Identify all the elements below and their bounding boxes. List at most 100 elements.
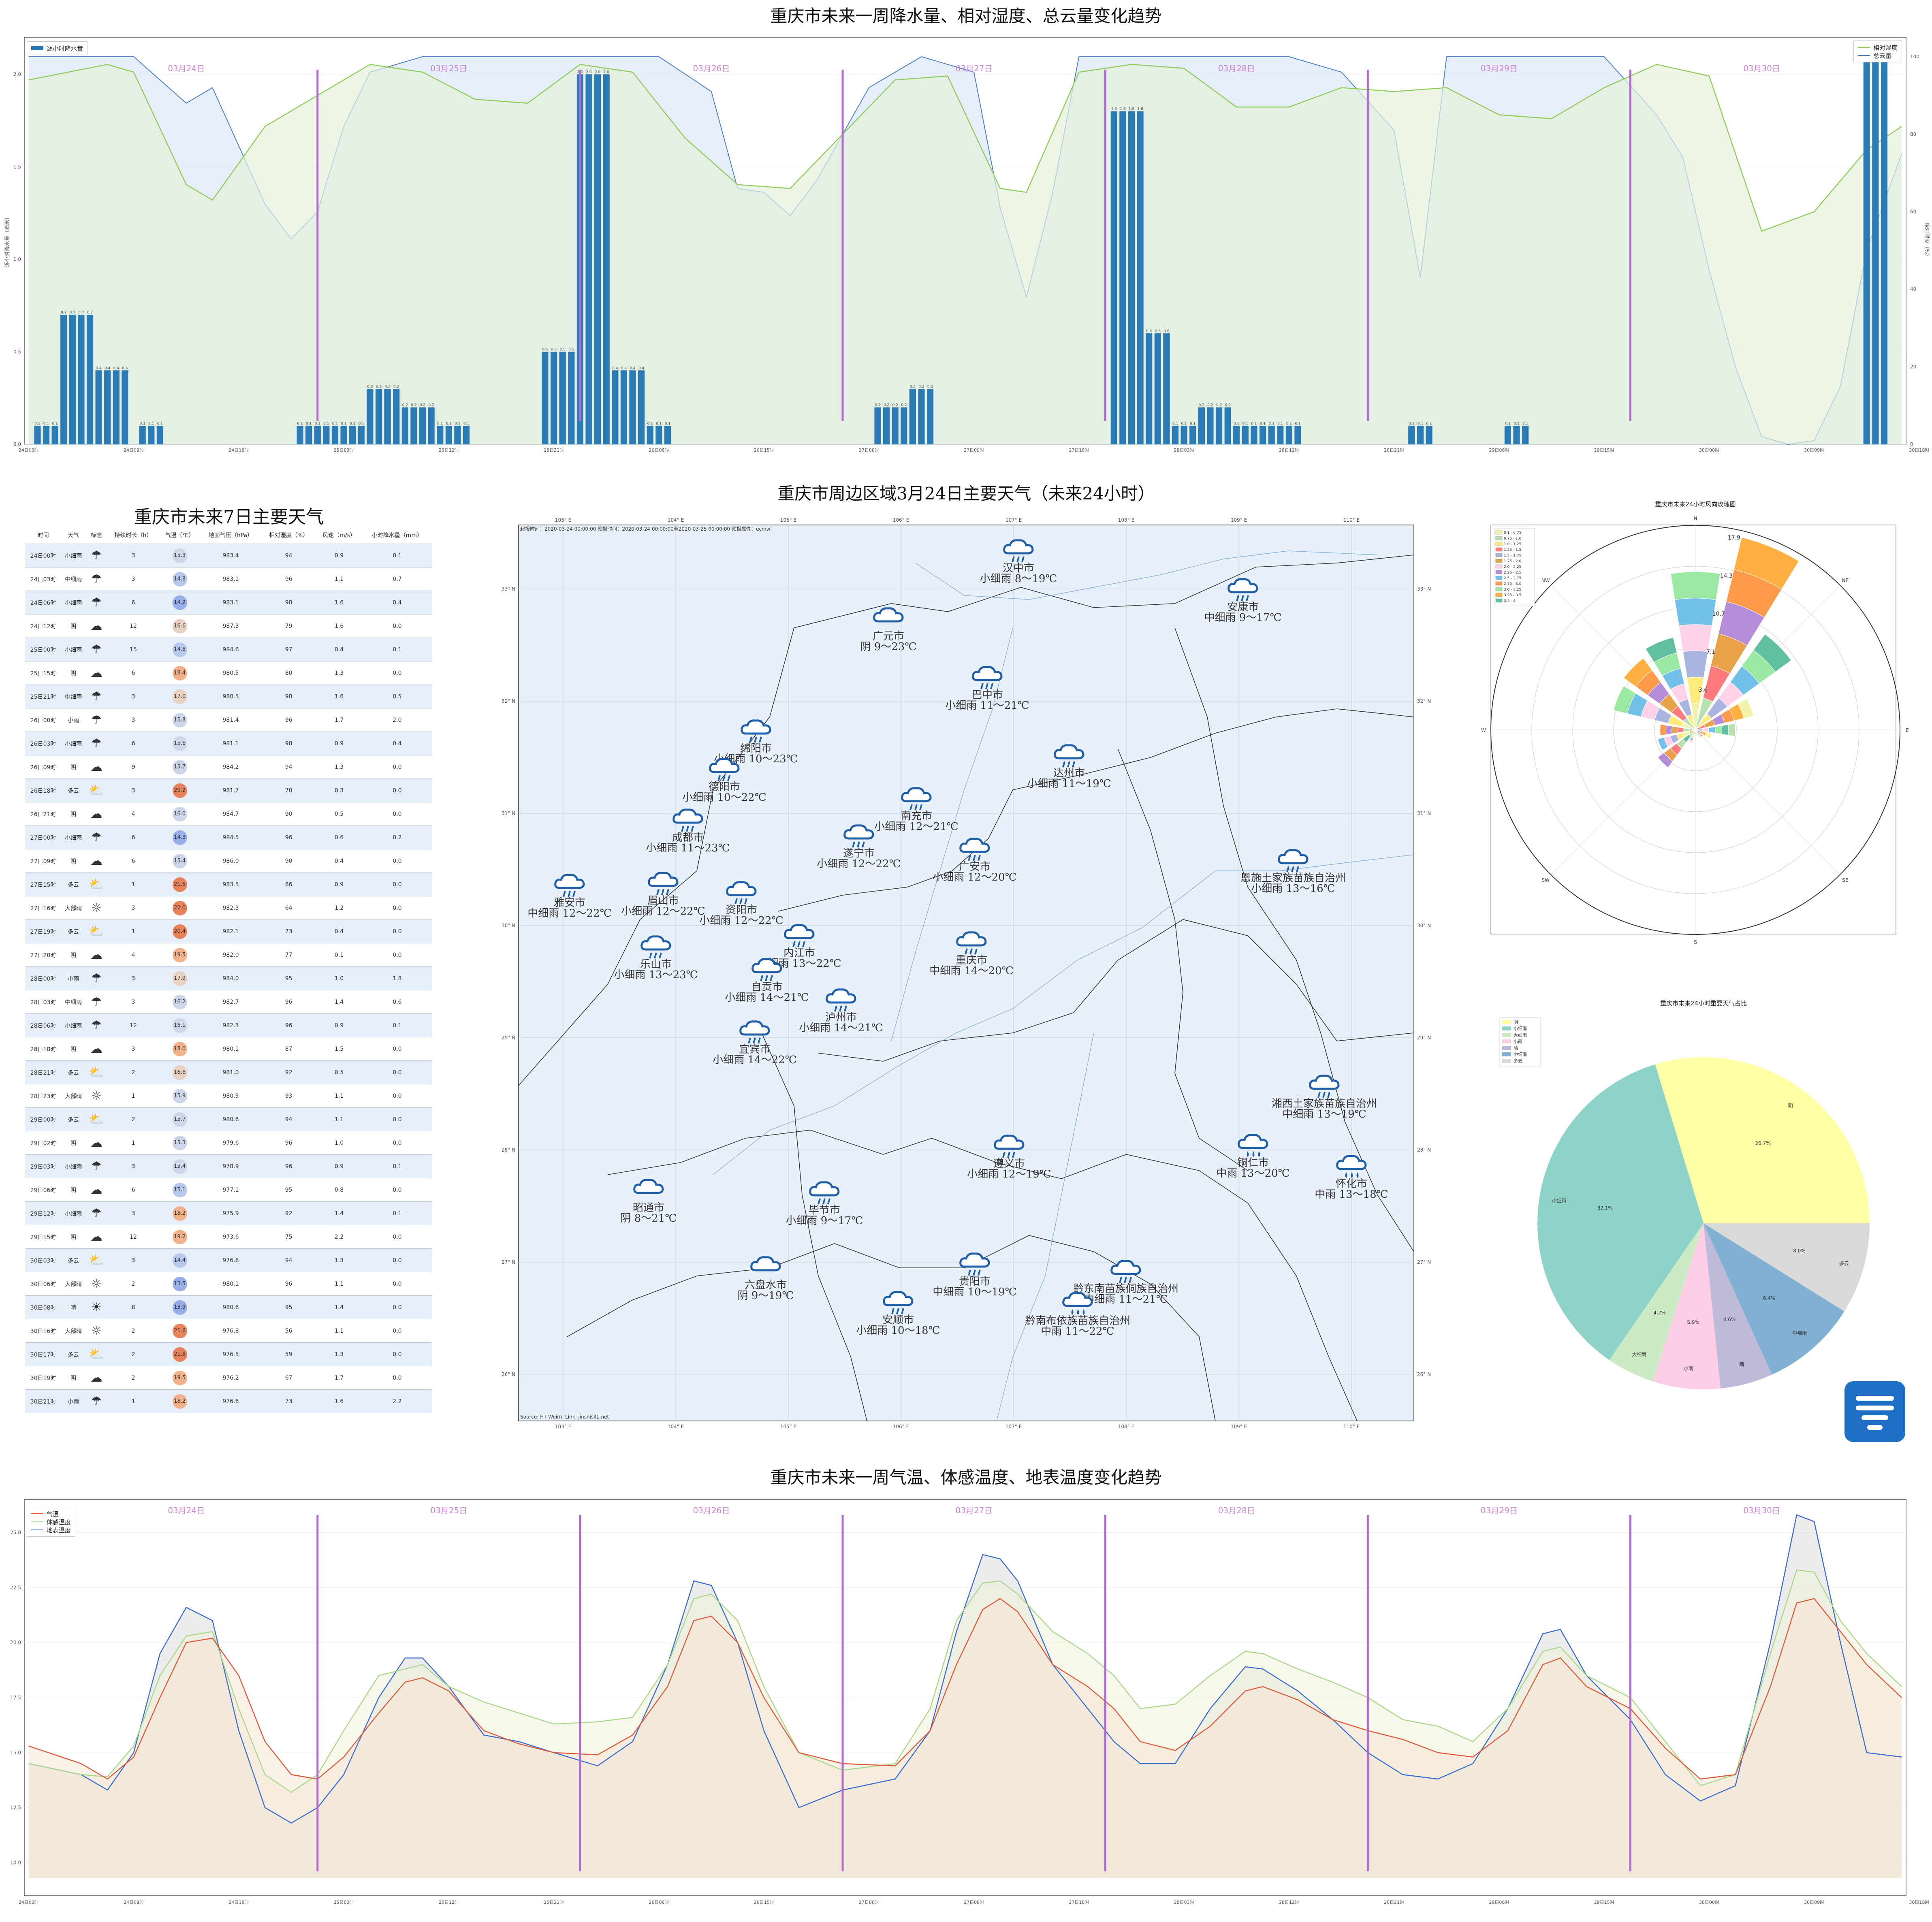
temperature-badge: 16.6 — [172, 1065, 187, 1080]
city-label: 自贡市 小细雨 14～21℃ — [686, 982, 848, 1003]
rain-bar-label: 0.1 — [350, 422, 355, 426]
drizzle-stroke — [1322, 1092, 1326, 1098]
table-cell: 0.0 — [362, 943, 432, 967]
rain-bar — [384, 388, 391, 444]
table-cell: 94 — [261, 1248, 316, 1272]
weather-condition-icon: ☂ — [91, 713, 102, 727]
table-cell: 2 — [107, 1272, 160, 1296]
date-label: 03月30日 — [1743, 1506, 1780, 1515]
table-row: 28日00时 小雨 ☂ 3 17.9 984.0 95 1.0 1.8 — [25, 966, 432, 990]
table-cell: 95 — [261, 966, 316, 990]
date-label: 03月25日 — [430, 64, 467, 73]
map-lat-tick: 33° N — [502, 586, 515, 592]
rain-bar — [95, 370, 102, 444]
weather-table-header-cell: 相对湿度（%） — [269, 532, 309, 539]
temperature-cell: 18.4 — [159, 661, 200, 685]
cloud-shape — [784, 924, 815, 939]
map-lat-tick: 27° N — [502, 1259, 515, 1265]
temperature-badge: 20.4 — [172, 924, 187, 939]
table-cell: 25日21时 — [25, 685, 62, 708]
rain-bar-label: 0.1 — [437, 422, 443, 426]
temp-legend-label: 气温 — [47, 1510, 59, 1518]
city-label: 成都市 小细雨 11～23℃ — [607, 832, 769, 853]
temperature-badge: 19.2 — [172, 1229, 187, 1244]
drizzle-stroke — [968, 855, 971, 861]
table-cell: 29日15时 — [25, 1225, 62, 1249]
rain-bar-label: 0.4 — [105, 366, 111, 370]
drizzle-stroke — [734, 898, 738, 904]
temperature-cell: 14.2 — [159, 591, 200, 614]
rain-bar-label: 0.2 — [411, 403, 416, 407]
rain-bar-label: 0.1 — [1426, 422, 1432, 426]
city-forecast: 中细雨 11～21℃ — [1084, 1293, 1168, 1306]
rain-bar — [1128, 111, 1135, 444]
rose-wedge — [1665, 725, 1673, 735]
cloud-shape — [843, 824, 874, 840]
table-cell: 30日21时 — [25, 1389, 62, 1413]
rain-bar-label: 0.3 — [927, 385, 933, 389]
temperature-badge: 15.1 — [172, 1182, 187, 1197]
date-label: 03月27日 — [956, 1506, 993, 1515]
bottom-x-tick: 28日03时 — [1174, 1900, 1194, 1905]
drizzle-stroke — [822, 1198, 826, 1205]
rain-bar — [594, 74, 601, 444]
table-cell: 28日18时 — [25, 1037, 62, 1061]
table-cell: 0.4 — [316, 638, 362, 661]
bottom-y-tick: 15.0 — [10, 1750, 21, 1756]
weather-table-header-cell: 气温（℃） — [165, 532, 194, 539]
rose-wedge — [1708, 726, 1716, 734]
drizzle-stroke — [1016, 556, 1020, 563]
city-forecast: 小细雨 9～17℃ — [786, 1215, 863, 1227]
pie-slice-percent: 8.0% — [1793, 1248, 1806, 1254]
table-cell: 0.9 — [316, 872, 362, 896]
city-name: 自贡市 — [751, 981, 783, 993]
city-label: 遵义市 小细雨 12～19℃ — [928, 1158, 1090, 1180]
rain-bar — [550, 352, 557, 444]
date-label: 03月25日 — [430, 1506, 467, 1515]
drizzle-stroke — [857, 841, 860, 848]
table-row: 27日09时阴 ☁ 6 15.4 986.0 90 0.4 0.0 — [25, 849, 432, 873]
temperature-cell: 13.5 — [159, 1272, 200, 1296]
table-cell: 小细雨 — [61, 1201, 86, 1225]
rain-bar — [585, 74, 592, 444]
map-lat-tick: 29° N — [502, 1035, 515, 1041]
table-cell: 多云 — [61, 1060, 86, 1084]
map-lat-tick: 28° N — [1417, 1147, 1431, 1153]
date-label: 03月26日 — [693, 1506, 730, 1515]
table-cell: 94 — [261, 544, 316, 567]
rain-bar — [874, 407, 881, 444]
date-label: 03月30日 — [1743, 64, 1780, 73]
temperature-cell: 14.4 — [159, 1248, 200, 1272]
map-lon-tick: 110° E — [1343, 517, 1360, 523]
weather-icon-cell: ☂ — [85, 638, 107, 661]
weather-icon-cell: ☂ — [85, 544, 107, 567]
weather-icon-cell: ☂ — [85, 685, 107, 708]
table-cell: 多云 — [61, 1248, 86, 1272]
top-x-tick: 25日12时 — [439, 448, 459, 453]
top-left-tick: 2.0 — [13, 71, 21, 77]
weather-icon-cell: ☂ — [85, 708, 107, 732]
rain-bar — [349, 426, 356, 444]
table-cell: 多云 — [61, 1342, 86, 1366]
table-cell: 96 — [261, 708, 316, 732]
city-label: 安康市 中细雨 9～17℃ — [1162, 602, 1324, 623]
rain-bar-label: 2.0 — [595, 70, 601, 74]
cloud-legend-label: 总云量 — [1873, 52, 1892, 60]
bottom-x-tick: 28日12时 — [1279, 1900, 1299, 1905]
weather-condition-icon: ☁ — [90, 1042, 102, 1056]
rose-wedge — [1670, 572, 1721, 600]
drizzle-stroke — [901, 1308, 904, 1314]
rain-bar — [1110, 111, 1117, 444]
weather-condition-icon: ☁ — [90, 854, 102, 868]
table-row: 30日17时 多云 ⛅ 2 21.8 976.5 59 1.3 0.0 — [25, 1342, 432, 1366]
logo-lines-icon — [1856, 1396, 1894, 1430]
weather-icon-cell: ☁ — [85, 755, 107, 779]
rain-bar — [463, 426, 470, 444]
rose-legend-label: 1.25 - 1.5 — [1504, 548, 1521, 552]
table-row: 30日21时 小雨 ☂ 1 18.2 976.6 73 1.6 2.2 — [25, 1389, 432, 1413]
bottom-y-tick: 12.5 — [10, 1805, 21, 1811]
table-cell: 1.7 — [316, 708, 362, 732]
rain-bar — [1268, 426, 1275, 444]
table-cell: 小细雨 — [61, 544, 86, 567]
rain-bar-label: 0.1 — [1522, 422, 1528, 426]
